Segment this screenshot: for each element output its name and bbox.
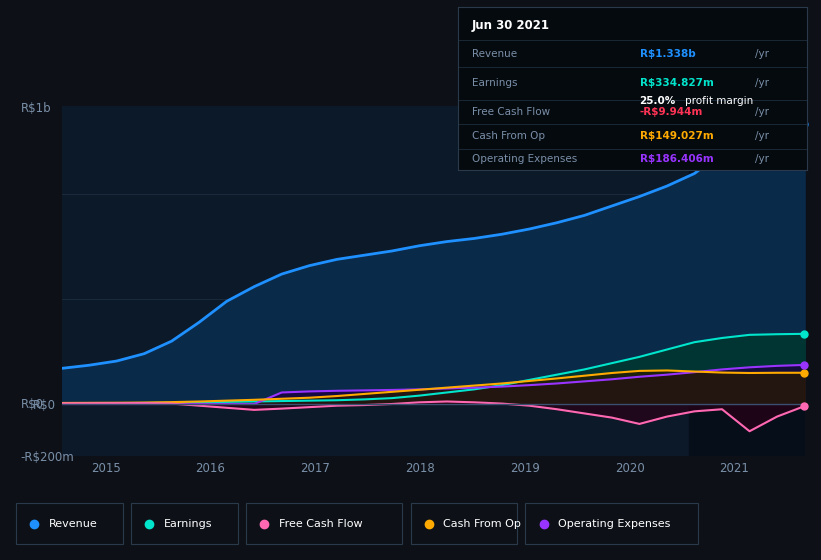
Text: Revenue: Revenue <box>49 519 98 529</box>
Text: /yr: /yr <box>754 107 768 117</box>
Bar <box>690 106 815 456</box>
Text: /yr: /yr <box>754 78 768 88</box>
Text: Cash From Op: Cash From Op <box>443 519 521 529</box>
Text: Operating Expenses: Operating Expenses <box>472 154 577 164</box>
Text: Earnings: Earnings <box>472 78 517 88</box>
Text: Revenue: Revenue <box>472 49 517 59</box>
Text: Free Cash Flow: Free Cash Flow <box>279 519 363 529</box>
Text: -R$200m: -R$200m <box>21 451 74 464</box>
Text: Operating Expenses: Operating Expenses <box>558 519 671 529</box>
Text: 25.0%: 25.0% <box>640 96 676 106</box>
Text: profit margin: profit margin <box>685 96 753 106</box>
Text: Free Cash Flow: Free Cash Flow <box>472 107 550 117</box>
Text: R$0: R$0 <box>21 398 44 410</box>
Text: /yr: /yr <box>754 154 768 164</box>
Text: /yr: /yr <box>754 132 768 141</box>
Text: R$334.827m: R$334.827m <box>640 78 713 88</box>
Text: /yr: /yr <box>754 49 768 59</box>
Text: R$1b: R$1b <box>21 102 51 115</box>
Text: R$1.338b: R$1.338b <box>640 49 695 59</box>
Text: -R$9.944m: -R$9.944m <box>640 107 703 117</box>
Text: Jun 30 2021: Jun 30 2021 <box>472 18 550 32</box>
Text: R$149.027m: R$149.027m <box>640 132 713 141</box>
Text: R$186.406m: R$186.406m <box>640 154 713 164</box>
Text: Earnings: Earnings <box>164 519 213 529</box>
Text: Cash From Op: Cash From Op <box>472 132 545 141</box>
